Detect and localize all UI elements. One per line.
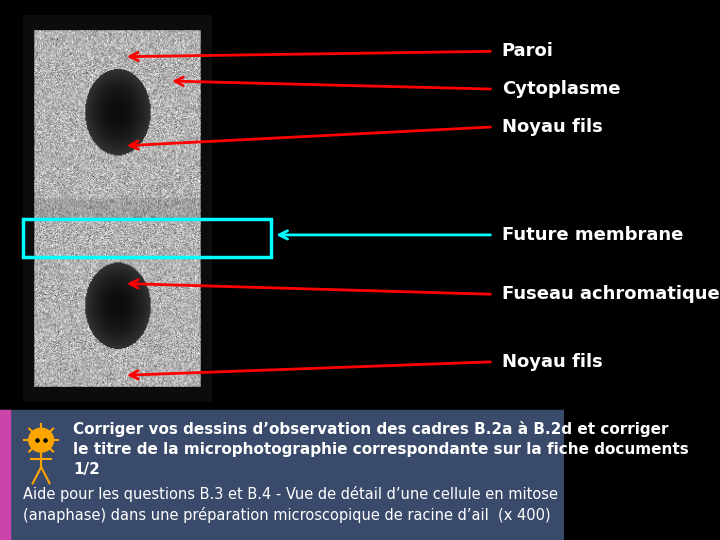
- Text: Fuseau achromatique: Fuseau achromatique: [502, 285, 719, 303]
- Text: Corriger vos dessins d’observation des cadres B.2a à B.2d et corriger
le titre d: Corriger vos dessins d’observation des c…: [73, 421, 689, 477]
- Text: Aide pour les questions B.3 et B.4 - Vue de détail d’une cellule en mitose
(anap: Aide pour les questions B.3 et B.4 - Vue…: [22, 486, 557, 523]
- Text: Cytoplasme: Cytoplasme: [502, 80, 620, 98]
- Bar: [0, 410, 564, 540]
- Circle shape: [29, 428, 53, 452]
- Bar: [0, 410, 10, 540]
- Text: Noyau fils: Noyau fils: [502, 118, 603, 136]
- Text: Future membrane: Future membrane: [502, 226, 683, 244]
- Text: Noyau fils: Noyau fils: [502, 353, 603, 371]
- Text: Paroi: Paroi: [502, 42, 554, 60]
- Bar: [22, 219, 271, 256]
